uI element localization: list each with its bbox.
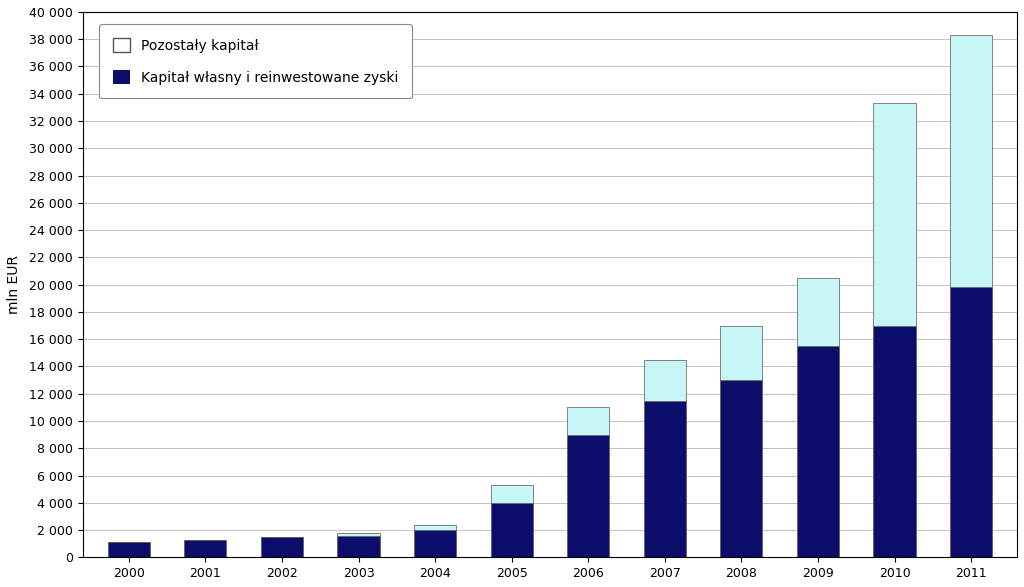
Bar — [797, 278, 839, 346]
Bar — [873, 326, 915, 557]
Bar — [950, 288, 992, 557]
Bar — [950, 35, 992, 288]
Bar — [797, 346, 839, 557]
Y-axis label: mln EUR: mln EUR — [7, 255, 20, 314]
Legend: Pozostały kapitał, Kapitał własny i reinwestowane zyski: Pozostały kapitał, Kapitał własny i rein… — [99, 24, 412, 99]
Bar — [567, 434, 609, 557]
Bar — [261, 537, 303, 557]
Bar — [414, 525, 456, 530]
Bar — [108, 542, 150, 557]
Bar — [720, 326, 763, 380]
Bar — [644, 360, 686, 400]
Bar — [338, 535, 380, 557]
Bar — [184, 539, 226, 557]
Bar — [567, 407, 609, 434]
Bar — [490, 485, 532, 503]
Bar — [720, 380, 763, 557]
Bar — [490, 503, 532, 557]
Bar — [644, 400, 686, 557]
Bar — [873, 103, 915, 326]
Bar — [414, 530, 456, 557]
Bar — [338, 533, 380, 535]
